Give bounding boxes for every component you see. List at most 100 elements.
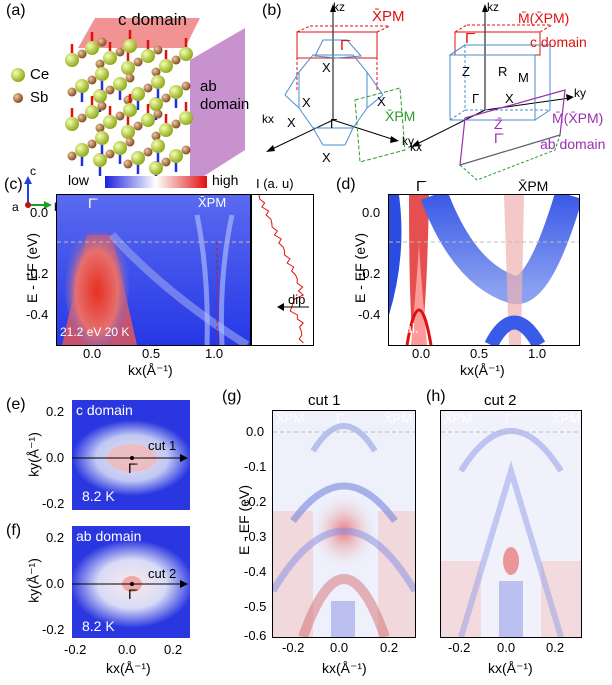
ce-atom (159, 123, 173, 137)
ce-atom (151, 75, 165, 89)
ce-atom (123, 103, 137, 117)
ce-atom (123, 39, 137, 53)
map-f-xtick-2: 0.2 (164, 642, 183, 657)
bz-right-x: X (505, 91, 514, 106)
ce-atom (121, 61, 135, 75)
sb-atom (115, 47, 125, 57)
sb-atom (123, 159, 133, 169)
map-c-ytick-2: -0.4 (26, 307, 49, 322)
panel-h-letter: (h) (426, 388, 446, 405)
ce-legend-atom (11, 68, 25, 82)
sb-atom (143, 83, 153, 93)
cut1-xtick-0: -0.2 (282, 640, 305, 655)
map-f-ytick-0: 0.2 (46, 530, 65, 545)
map-d-xtick-2: 1.0 (528, 346, 547, 361)
sb-atom (161, 93, 171, 103)
bz-right-ab-domain: ab domain (540, 136, 606, 152)
arpes-map-c (56, 194, 252, 346)
bz-right-r: R (498, 64, 508, 79)
ce-atom (75, 143, 89, 157)
map-f-xlabel: kx(Å⁻¹) (106, 660, 151, 676)
cut2-xtick-1: 0.0 (497, 640, 516, 655)
sb-atom (97, 101, 107, 111)
ce-atom (103, 115, 117, 129)
map-c-gamma-bar: Γ̄ (88, 195, 96, 211)
sb-atom (87, 75, 97, 85)
bz-right-kz: kz (487, 0, 499, 14)
sb-atom (77, 49, 87, 59)
ce-atom (103, 51, 117, 65)
panel-g-letter: (g) (222, 388, 242, 405)
ce-atom (169, 85, 183, 99)
ce-atom (141, 113, 155, 127)
map-e-ytick-1: 0.0 (46, 450, 65, 465)
ce-atom (131, 87, 145, 101)
map-e-cut: cut 1 (148, 438, 177, 453)
axis-a-label: a (12, 200, 19, 214)
sb-atom (171, 55, 181, 65)
arpes-cut2 (440, 410, 582, 638)
crystal-structure-figure (11, 18, 245, 209)
bz-right-gamma: Γ (472, 91, 480, 106)
bz-right-m-red: M̄(X̄PM) (518, 10, 570, 26)
ce-atom (149, 97, 163, 111)
cut1-right-label: X̄PM (384, 411, 413, 426)
calc-map-d (388, 194, 580, 346)
cut1-ytick-3: -0.3 (244, 529, 267, 544)
bz-left-gamma: Γ (330, 116, 338, 131)
bz-left-kx: kx (262, 112, 274, 126)
cut2-xtick-2: 0.2 (546, 640, 565, 655)
sb-atom (133, 121, 143, 131)
map-e-temp: 8.2 K (82, 488, 115, 504)
bz-left-ky: ky (402, 134, 414, 148)
c-domain-plane (78, 18, 200, 48)
sb-atom (77, 113, 87, 123)
sb-atom (67, 151, 77, 161)
map-f-ytick-2: -0.2 (42, 622, 65, 637)
cut1-ytick-1: -0.1 (244, 459, 267, 474)
bz-left-xpm-red: X̄PM (372, 8, 405, 25)
fermi-map-f (72, 526, 190, 638)
sb-atom (105, 85, 115, 95)
map-f-title: ab domain (76, 528, 142, 544)
map-c-ytick-0: 0.0 (30, 205, 49, 220)
bz-right-z-bar: Z̄ (494, 116, 503, 132)
cut1-ytick-0: 0.0 (246, 424, 265, 439)
ce-atom (75, 79, 89, 93)
bz-left-kz: kz (333, 0, 345, 14)
map-f-gamma-bar: Γ̄ (128, 586, 136, 602)
cut2-center-label: Γ̄ (505, 411, 513, 426)
cut1-title: cut 1 (308, 392, 341, 409)
ab-domain-label: ab domain (200, 78, 250, 113)
ce-atom (179, 47, 193, 61)
map-f-temp: 8.2 K (82, 618, 115, 634)
sb-atom (95, 59, 105, 69)
ab-domain-plane (190, 28, 245, 185)
map-f-xtick-1: 0.0 (118, 642, 137, 657)
bz-left-gamma-bar: Γ̄ (340, 37, 349, 54)
left-brillouin-zone (266, 4, 406, 163)
sb-atom (67, 87, 77, 97)
map-c-xtick-2: 1.0 (205, 346, 224, 361)
intensity-label: I (a. u) (256, 176, 294, 191)
cut2-xlabel: kx(Å⁻¹) (488, 660, 533, 676)
sb-atom (151, 131, 161, 141)
map-f-xtick-0: -0.2 (64, 642, 87, 657)
map-e-gamma-bar: Γ̄ (128, 460, 136, 476)
sb-atom (153, 45, 163, 55)
bz-right-c-domain: c domain (530, 34, 587, 50)
cut2-left-label: X̄PM (444, 411, 473, 426)
cut1-center-label: Γ̄ (336, 411, 344, 426)
colorbar-low-label: low (68, 172, 90, 188)
bz-right-ky: ky (574, 86, 586, 100)
map-d-ytick-2: -0.4 (358, 307, 381, 322)
panel-f-letter: (f) (6, 522, 22, 539)
bz-left-xpm-green: X̄PM (385, 108, 416, 124)
map-c-ytick-1: -0.2 (26, 266, 49, 281)
dip-label: dip (288, 292, 306, 307)
cut1-ylabel: E - EF (eV) (236, 485, 252, 556)
colorbar (105, 176, 207, 188)
cut2-right-label: X̄PM (552, 411, 581, 426)
bz-left-x-top: X (322, 60, 331, 75)
cut1-left-label: X̄PM (276, 411, 305, 426)
